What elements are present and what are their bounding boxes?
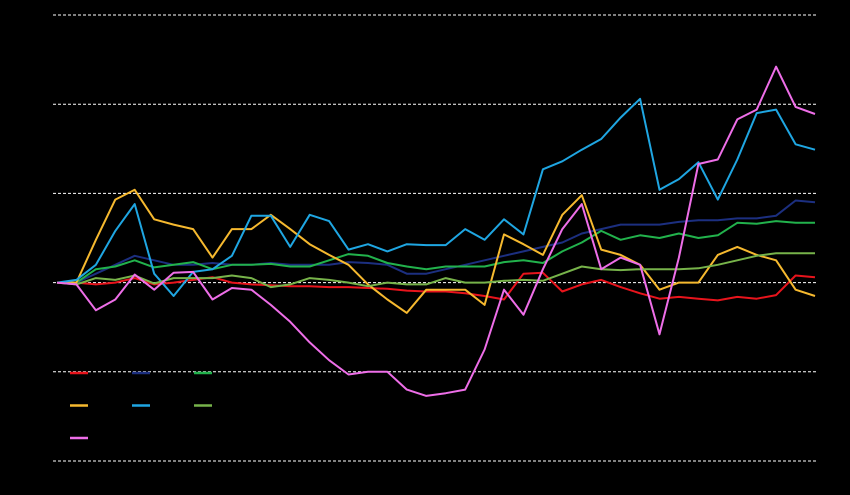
series-line bbox=[57, 188, 816, 314]
series-line bbox=[57, 220, 815, 284]
series-line bbox=[56, 97, 816, 297]
series-line bbox=[57, 271, 816, 302]
series-line bbox=[56, 65, 816, 397]
series-line bbox=[57, 199, 816, 284]
series-line bbox=[56, 252, 815, 289]
